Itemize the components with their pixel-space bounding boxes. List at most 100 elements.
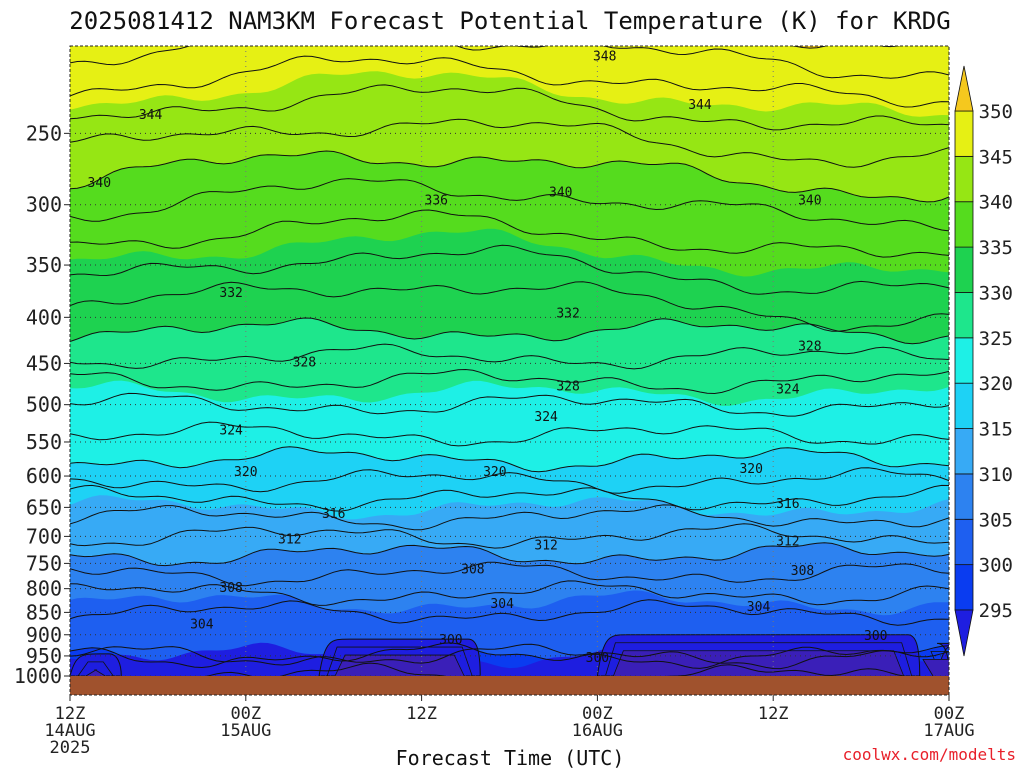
cold-pool-inner-1-1 bbox=[326, 646, 473, 677]
contour-label-text: 332 bbox=[556, 306, 579, 321]
contour-label-text: 312 bbox=[534, 539, 557, 554]
x-tick-label: 17AUG bbox=[923, 721, 974, 741]
x-tick-label: 12Z bbox=[406, 704, 437, 724]
contour-label-text: 332 bbox=[219, 286, 242, 301]
contour-306 bbox=[70, 580, 949, 606]
colorbar-label: 330 bbox=[979, 282, 1013, 304]
x-tick-label: 16AUG bbox=[572, 721, 623, 741]
contour-318 bbox=[70, 467, 949, 494]
grid-lines bbox=[70, 46, 949, 695]
colorbar-segment-310 bbox=[954, 428, 974, 475]
contour-346 bbox=[70, 55, 949, 108]
credit-text: coolwx.com/modelts bbox=[843, 745, 1016, 764]
colorbar-bottom-arrow bbox=[954, 609, 974, 657]
contour-labels: 348 344 344 340 340 340 336 332 332 328 328 328 324 3… bbox=[88, 50, 888, 666]
y-tick-label: 400 bbox=[26, 305, 62, 329]
contour-label-text: 320 bbox=[739, 462, 762, 477]
y-tick-label: 550 bbox=[26, 430, 62, 454]
contour-316 bbox=[70, 484, 949, 512]
y-tick-label: 350 bbox=[26, 253, 62, 277]
contour-label-312: 312 bbox=[278, 533, 301, 548]
contour-322 bbox=[70, 421, 949, 447]
colorbar-segment-325 bbox=[954, 292, 974, 339]
contour-label-308: 308 bbox=[791, 564, 814, 579]
colorbar-segment-305 bbox=[954, 473, 974, 520]
plot-area bbox=[70, 46, 949, 695]
contour-label-text: 320 bbox=[483, 465, 506, 480]
contour-label-300: 300 bbox=[586, 651, 609, 666]
cold-pool-inner-2-2 bbox=[613, 650, 905, 677]
contour-label-324: 324 bbox=[534, 410, 558, 425]
contour-label-328: 328 bbox=[293, 356, 316, 371]
x-tick-label: 15AUG bbox=[220, 721, 271, 741]
contour-label-text: 304 bbox=[747, 600, 771, 615]
colorbar: 295 300 305 310 315 320 325 330 335 340 345 350 bbox=[954, 65, 1013, 657]
contour-label-text: 340 bbox=[88, 176, 111, 191]
colorbar-label: 320 bbox=[979, 373, 1013, 395]
colorbar-segment-335 bbox=[954, 201, 974, 248]
contour-label-text: 300 bbox=[864, 629, 887, 644]
colorbar-segment-295 bbox=[954, 564, 974, 611]
y-tick-label: 950 bbox=[26, 644, 62, 668]
x-tick-label: 2025 bbox=[50, 738, 91, 758]
cold-pool-inner-2-1 bbox=[605, 642, 913, 677]
plot-frame bbox=[69, 45, 950, 696]
x-tick-label: 12Z bbox=[55, 704, 86, 724]
cold-pools bbox=[70, 634, 949, 677]
y-tick-label: 800 bbox=[26, 577, 62, 601]
y-tick-label: 1000 bbox=[14, 664, 62, 688]
cold-pool-inner-0-2 bbox=[85, 669, 106, 677]
contour-label-text: 340 bbox=[549, 185, 572, 200]
contour-326 bbox=[70, 368, 949, 395]
contour-label-312: 312 bbox=[534, 539, 557, 554]
contour-342 bbox=[70, 118, 949, 168]
contour-label-344: 344 bbox=[688, 98, 712, 113]
contour-label-text: 344 bbox=[688, 98, 712, 113]
contour-label-text: 336 bbox=[425, 193, 448, 208]
contour-300 bbox=[70, 642, 949, 669]
contour-label-text: 324 bbox=[219, 424, 243, 439]
contour-label-348: 348 bbox=[593, 50, 616, 65]
colorbar-segment-330 bbox=[954, 246, 974, 293]
contour-label-316: 316 bbox=[322, 507, 345, 522]
contour-314 bbox=[70, 504, 949, 531]
contour-label-text: 328 bbox=[556, 379, 579, 394]
contour-label-text: 328 bbox=[293, 356, 316, 371]
contour-308 bbox=[70, 561, 949, 587]
contour-label-324: 324 bbox=[776, 383, 800, 398]
contour-label-320: 320 bbox=[234, 465, 257, 480]
contour-label-text: 304 bbox=[190, 618, 214, 633]
contour-label-text: 320 bbox=[234, 465, 257, 480]
colorbar-segment-345 bbox=[954, 110, 974, 157]
contour-328 bbox=[70, 343, 949, 370]
contour-label-300: 300 bbox=[439, 633, 462, 648]
contour-338 bbox=[70, 178, 949, 232]
contour-label-340: 340 bbox=[798, 193, 821, 208]
contour-label-304: 304 bbox=[490, 597, 514, 612]
contour-label-text: 348 bbox=[593, 50, 616, 65]
contour-330 bbox=[70, 317, 949, 345]
contour-label-304: 304 bbox=[190, 618, 214, 633]
colorbar-segment-320 bbox=[954, 337, 974, 384]
colorbar-label: 310 bbox=[979, 464, 1013, 486]
contour-label-320: 320 bbox=[483, 465, 506, 480]
contour-label-320: 320 bbox=[739, 462, 762, 477]
y-axis: 2503003504004505005506006507007508008509… bbox=[14, 121, 70, 688]
contour-310 bbox=[70, 542, 949, 567]
contour-label-328: 328 bbox=[556, 379, 579, 394]
contour-label-text: 316 bbox=[322, 507, 345, 522]
colorbar-top-arrow bbox=[954, 65, 974, 112]
x-tick-label: 00Z bbox=[230, 704, 261, 724]
cold-pool-inner-0-1 bbox=[77, 661, 114, 677]
y-tick-label: 450 bbox=[26, 351, 62, 375]
contour-350 bbox=[791, 46, 901, 49]
x-axis-label: Forecast Time (UTC) bbox=[396, 746, 625, 768]
contour-label-text: 316 bbox=[776, 497, 799, 512]
contour-label-text: 340 bbox=[798, 193, 821, 208]
colorbar-label: 305 bbox=[979, 509, 1013, 531]
contour-label-text: 312 bbox=[776, 534, 799, 549]
contour-label-text: 344 bbox=[139, 108, 163, 123]
cold-pool-inner-3-2 bbox=[922, 658, 949, 677]
y-tick-label: 250 bbox=[26, 121, 62, 145]
